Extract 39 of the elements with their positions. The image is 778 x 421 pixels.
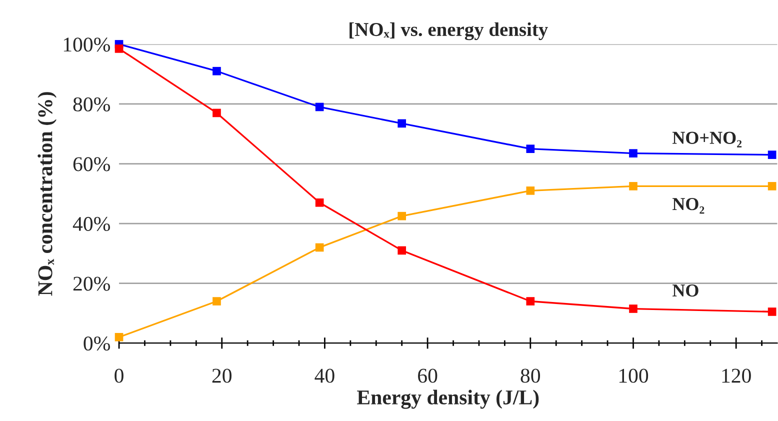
point: [212, 297, 221, 306]
x-tick-label: 120: [722, 368, 751, 383]
y-tick-label: 100%: [64, 38, 110, 52]
y-tick-label: 0%: [84, 336, 110, 351]
x-tick-label: 60: [418, 368, 438, 383]
series-label: NO+NO₂: [672, 132, 742, 148]
point: [526, 297, 535, 306]
x-tick-label: 40: [314, 368, 334, 383]
y-tick-label: 40%: [72, 216, 110, 232]
point: [114, 44, 124, 53]
x-tick-label: 80: [520, 368, 540, 383]
point: [629, 182, 638, 190]
point: [629, 149, 638, 158]
x-tick-label: 0: [114, 368, 124, 383]
point: [315, 198, 324, 207]
point: [526, 186, 535, 195]
series-label: NO: [672, 284, 698, 297]
chart-title: [NOₓ] vs. energy density: [350, 22, 548, 40]
x-tick-label: 20: [212, 368, 232, 383]
point: [629, 304, 638, 313]
point: [114, 332, 124, 342]
y-tick-label: 20%: [73, 276, 110, 291]
series-label: NO₂: [672, 198, 704, 214]
point: [212, 66, 221, 76]
point: [315, 102, 324, 112]
x-tick-label: 100: [619, 368, 648, 383]
x-axis-title: Energy density (J/L): [357, 390, 539, 409]
point: [398, 212, 406, 220]
point: [768, 150, 776, 159]
point: [526, 144, 535, 153]
y-axis-title: NOₓ concentration (%): [38, 92, 57, 296]
y-tick-label: 80%: [73, 97, 110, 112]
point: [398, 119, 406, 128]
point: [398, 246, 406, 255]
y-tick-label: 60%: [73, 157, 110, 172]
point: [315, 243, 324, 252]
point: [212, 108, 221, 118]
point: [768, 308, 776, 316]
point: [768, 182, 776, 190]
